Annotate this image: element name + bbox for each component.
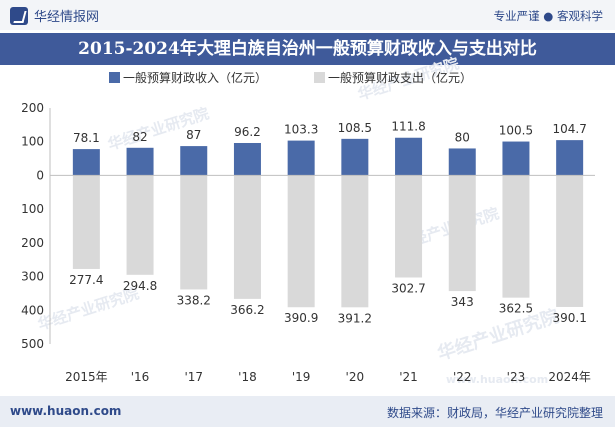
data-label-expenditure: 277.4: [69, 273, 103, 287]
data-label-expenditure: 391.2: [338, 311, 372, 325]
x-tick-label: 2015年: [65, 370, 108, 384]
data-label-expenditure: 390.1: [552, 311, 586, 325]
bar-expenditure: [287, 175, 315, 308]
bar-income: [233, 142, 261, 176]
data-label-expenditure: 338.2: [177, 293, 211, 307]
top-bar: 华经情报网 专业严谨 ● 客观科学: [0, 0, 615, 30]
bar-income: [395, 137, 423, 176]
data-label-income: 103.3: [284, 123, 318, 137]
y-tick-label: 0: [36, 168, 44, 182]
x-tick-label: '21: [399, 370, 418, 384]
data-label-income: 87: [186, 128, 201, 142]
legend-swatch-income: [109, 72, 120, 83]
x-tick-label: '22: [453, 370, 472, 384]
bar-expenditure: [72, 175, 100, 269]
bar-income: [556, 140, 584, 176]
footer-bar: www.huaon.com 数据来源：财政局，华经产业研究院整理: [0, 396, 615, 427]
data-label-expenditure: 302.7: [391, 281, 425, 295]
data-label-expenditure: 294.8: [123, 279, 157, 293]
x-tick-label: '17: [184, 370, 203, 384]
tagline: 专业严谨 ● 客观科学: [493, 9, 603, 23]
chart-title: 2015-2024年大理白族自治州一般预算财政收入与支出对比: [0, 33, 615, 65]
data-label-income: 108.5: [338, 121, 372, 135]
bar-income: [287, 140, 315, 176]
brand-logo-icon: [10, 6, 28, 25]
data-label-income: 111.8: [391, 120, 425, 134]
data-label-income: 96.2: [234, 125, 261, 139]
data-label-expenditure: 390.9: [284, 311, 318, 325]
x-tick-label: '23: [507, 370, 526, 384]
footer-site: www.huaon.com: [10, 404, 122, 418]
watermark-url: www.huaon.com: [446, 373, 548, 386]
data-label-income: 78.1: [73, 131, 100, 145]
y-tick-label: 200: [21, 101, 44, 115]
data-label-income: 100.5: [499, 124, 533, 138]
footer-source: 数据来源：财政局，华经产业研究院整理: [386, 406, 603, 420]
brand: 华经情报网: [10, 6, 99, 25]
y-tick-label: 100: [21, 135, 44, 149]
bar-expenditure: [502, 175, 530, 298]
bar-income: [341, 138, 369, 176]
bar-expenditure: [556, 175, 584, 307]
data-label-income: 80: [455, 130, 470, 144]
legend-label-income: 一般预算财政收入（亿元）: [123, 70, 267, 85]
y-tick-label: 100: [21, 202, 44, 216]
x-tick-label: '16: [131, 370, 150, 384]
bar-expenditure: [448, 175, 476, 292]
y-tick-label: 200: [21, 236, 44, 250]
data-label-expenditure: 362.5: [499, 302, 533, 316]
x-tick-label: '19: [292, 370, 311, 384]
x-tick-label: '18: [238, 370, 257, 384]
bar-expenditure: [341, 175, 369, 308]
y-tick-label: 400: [21, 303, 44, 317]
legend-label-expenditure: 一般预算财政支出（亿元）: [328, 70, 472, 85]
data-label-expenditure: 366.2: [230, 303, 264, 317]
data-label-income: 104.7: [552, 122, 586, 136]
brand-name: 华经情报网: [34, 10, 100, 25]
bar-income: [180, 146, 208, 176]
bar-expenditure: [395, 175, 423, 278]
bar-income: [502, 141, 530, 176]
y-tick-label: 300: [21, 270, 44, 284]
bar-expenditure: [180, 175, 208, 290]
bar-expenditure: [233, 175, 261, 299]
bar-income: [448, 148, 476, 176]
legend-swatch-expenditure: [314, 72, 325, 83]
x-tick-label: 2024年: [548, 370, 591, 384]
bar-expenditure: [126, 175, 154, 275]
data-label-income: 82: [132, 130, 147, 144]
bar-income: [72, 149, 100, 176]
x-tick-label: '20: [346, 370, 365, 384]
y-tick-label: 500: [21, 337, 44, 351]
bar-income: [126, 147, 154, 176]
data-label-expenditure: 343: [451, 295, 474, 309]
